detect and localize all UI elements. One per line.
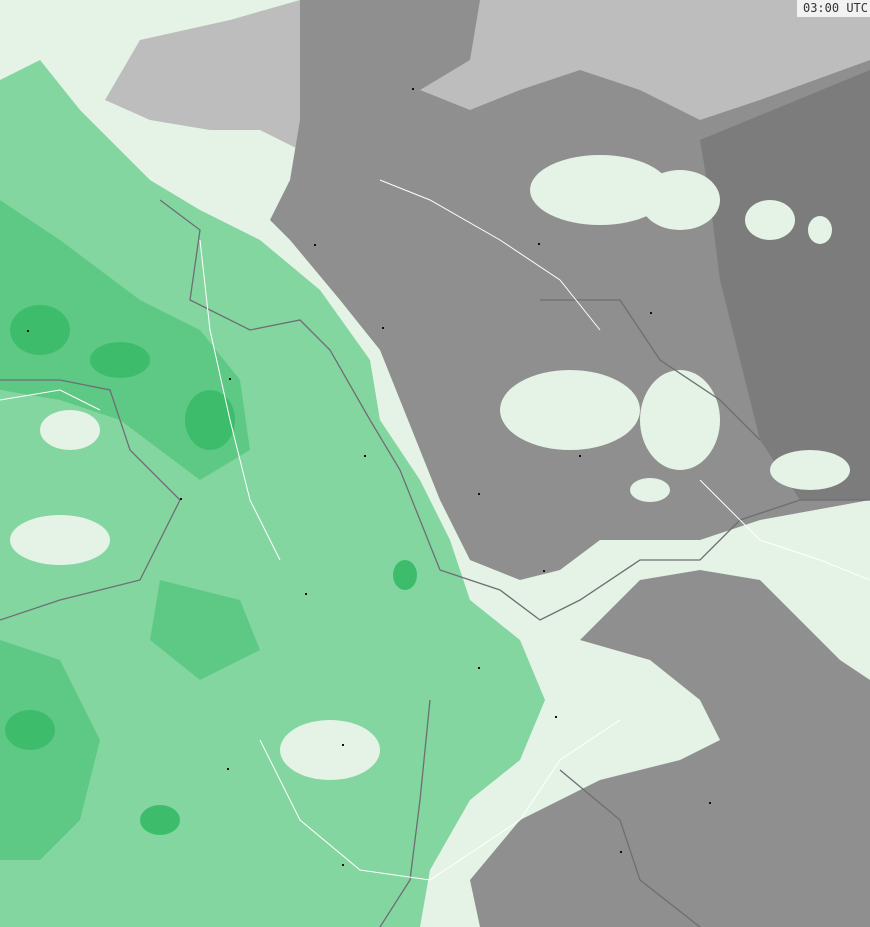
rivers	[0, 179, 870, 881]
precipitation-light	[0, 60, 545, 927]
clear-patches	[500, 155, 850, 502]
precipitation-medium-3	[150, 580, 260, 680]
country-borders	[0, 199, 870, 927]
city-markers	[27, 88, 711, 866]
precipitation-heavy	[5, 305, 417, 835]
precipitation-medium-2	[0, 640, 100, 860]
cloud-dark-region-south	[470, 570, 870, 927]
timestamp-label: 03:00 UTC	[796, 0, 870, 17]
dry-patches	[10, 410, 380, 780]
cloud-darker-region	[700, 70, 870, 500]
